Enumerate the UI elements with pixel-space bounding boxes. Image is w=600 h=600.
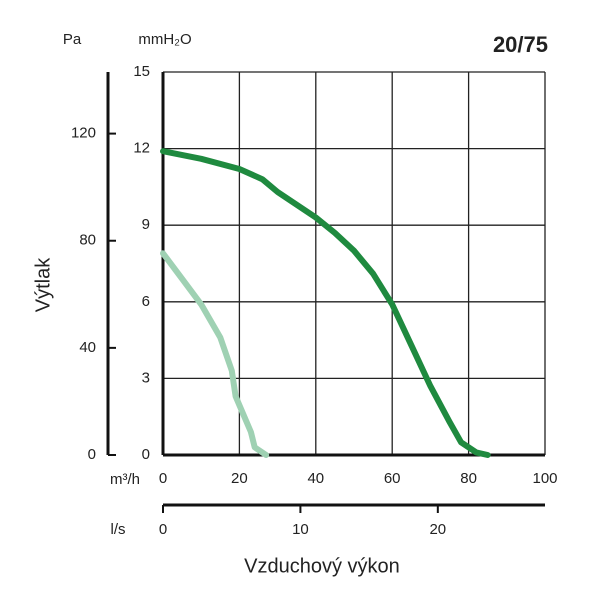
x-unit: m³/h [110,471,140,488]
x2-tick-label: 20 [429,521,446,538]
y-axis-title: Výtlak [32,257,54,312]
x2-tick-label: 10 [292,521,309,538]
x-tick-label: 100 [532,470,557,487]
x2-tick-label: 0 [159,521,167,538]
x-tick-label: 0 [159,470,167,487]
y2-tick-label: 120 [71,125,96,142]
x-tick-label: 80 [460,470,477,487]
x-axis-title: Vzduchový výkon [244,555,400,577]
y2-tick-label: 40 [79,339,96,356]
curve [160,148,491,458]
y2-unit: Pa [63,31,82,48]
y-tick-label: 6 [142,293,150,310]
y2-tick-label: 0 [88,446,96,463]
y-tick-label: 12 [133,140,150,157]
curve [160,250,270,458]
y-tick-label: 0 [142,446,150,463]
y-tick-label: 3 [142,369,150,386]
y-unit: mmH₂O [138,31,191,48]
chart-title: 20/75 [493,32,548,57]
y-tick-label: 9 [142,216,150,233]
x-tick-label: 60 [384,470,401,487]
x2-unit: l/s [111,521,126,538]
x-tick-label: 40 [307,470,324,487]
y2-tick-label: 80 [79,232,96,249]
y-tick-label: 15 [133,63,150,80]
x-tick-label: 20 [231,470,248,487]
